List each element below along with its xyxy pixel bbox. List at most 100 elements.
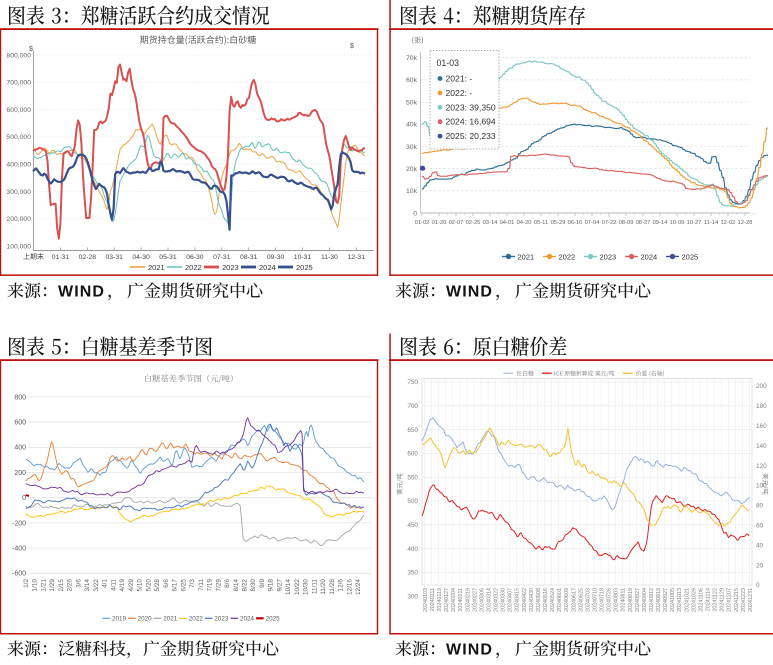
svg-text:02-07: 02-07 xyxy=(449,220,464,226)
svg-text:20240306: 20240306 xyxy=(479,588,485,612)
svg-text:20: 20 xyxy=(756,562,764,569)
svg-text:20240508: 20240508 xyxy=(536,588,542,612)
svg-text:350: 350 xyxy=(407,570,418,577)
svg-text:2021: 2021 xyxy=(518,252,535,261)
svg-text:20240827: 20240827 xyxy=(635,588,641,612)
svg-text:9/18: 9/18 xyxy=(268,579,275,592)
svg-text:500: 500 xyxy=(407,498,418,505)
svg-text:50k: 50k xyxy=(406,99,418,106)
svg-text:30k: 30k xyxy=(406,144,418,151)
svg-text:20240703: 20240703 xyxy=(585,588,591,612)
svg-text:10/22: 10/22 xyxy=(294,579,301,595)
svg-text:450: 450 xyxy=(407,522,418,529)
svg-text:06-16: 06-16 xyxy=(568,220,583,226)
svg-text:8/22: 8/22 xyxy=(242,579,249,592)
svg-text:07-31: 07-31 xyxy=(213,254,231,261)
svg-text:2025: 2025 xyxy=(296,263,313,272)
svg-text:08-09: 08-09 xyxy=(619,220,634,226)
svg-text:ICE: ICE xyxy=(554,372,564,378)
svg-text:20240103: 20240103 xyxy=(423,588,429,612)
svg-text:01-31: 01-31 xyxy=(52,254,70,261)
svg-text:10-31: 10-31 xyxy=(294,254,312,261)
svg-text:20240912: 20240912 xyxy=(649,588,655,612)
svg-text:3/6: 3/6 xyxy=(75,579,82,588)
svg-text:20240127: 20240127 xyxy=(444,588,450,612)
svg-text:0: 0 xyxy=(22,495,26,502)
svg-text:70k: 70k xyxy=(406,55,418,62)
svg-text:60k: 60k xyxy=(406,77,418,84)
svg-text:2022: 2022 xyxy=(559,252,576,261)
svg-text:2022: -: 2022: - xyxy=(446,88,473,98)
svg-text:2023: 2023 xyxy=(600,252,617,261)
svg-text:550: 550 xyxy=(407,474,418,481)
svg-text:$: $ xyxy=(29,46,33,53)
svg-text:5/20: 5/20 xyxy=(145,579,152,592)
svg-text:WIND: WIND xyxy=(446,641,493,658)
svg-text:20241215: 20241215 xyxy=(734,588,740,612)
svg-text:2019: 2019 xyxy=(112,616,127,623)
svg-text:05-31: 05-31 xyxy=(159,254,177,261)
svg-text:3/14: 3/14 xyxy=(84,579,91,592)
svg-text:7/19: 7/19 xyxy=(207,579,214,592)
svg-text:2024: 2024 xyxy=(641,252,658,261)
svg-text:2022: 2022 xyxy=(189,616,204,623)
svg-text:300: 300 xyxy=(407,593,418,600)
svg-text:05-29: 05-29 xyxy=(551,220,566,226)
svg-text:11-14: 11-14 xyxy=(704,220,719,226)
svg-text:140: 140 xyxy=(756,443,767,450)
svg-text:20240919: 20240919 xyxy=(656,588,662,612)
svg-text:10/14: 10/14 xyxy=(285,579,292,595)
svg-text:20240330: 20240330 xyxy=(501,588,507,612)
svg-text:20240819: 20240819 xyxy=(628,588,634,612)
svg-text:2/26: 2/26 xyxy=(67,579,74,592)
svg-text:7/29: 7/29 xyxy=(215,579,222,592)
svg-text:120: 120 xyxy=(756,463,767,470)
svg-text:20240211: 20240211 xyxy=(458,588,464,612)
svg-text:500,000: 500,000 xyxy=(6,134,31,141)
svg-text:100,000: 100,000 xyxy=(6,244,31,251)
svg-text:2025: 20,233: 2025: 20,233 xyxy=(446,131,496,141)
svg-text:200: 200 xyxy=(14,470,26,477)
svg-text:07-04: 07-04 xyxy=(585,220,601,226)
svg-text:2020: 2020 xyxy=(138,616,153,623)
svg-text:10-09: 10-09 xyxy=(670,220,685,226)
svg-text:2025: 2025 xyxy=(266,616,281,623)
svg-text:02-28: 02-28 xyxy=(79,254,97,261)
svg-text:8/6: 8/6 xyxy=(224,579,231,588)
svg-text:9/9: 9/9 xyxy=(259,579,266,588)
svg-text:$: $ xyxy=(350,43,354,50)
svg-text:40: 40 xyxy=(756,542,764,549)
svg-text:0: 0 xyxy=(756,582,760,589)
svg-text:7/3: 7/3 xyxy=(189,579,196,588)
svg-text:160: 160 xyxy=(756,423,767,430)
svg-text:20k: 20k xyxy=(406,166,418,173)
svg-text:20241129: 20241129 xyxy=(720,588,726,612)
svg-text:6/25: 6/25 xyxy=(180,579,187,592)
svg-text:6/6: 6/6 xyxy=(163,579,170,588)
svg-text:2023: 2023 xyxy=(214,616,229,623)
svg-text:08-27: 08-27 xyxy=(636,220,651,226)
svg-text:600: 600 xyxy=(14,420,26,427)
svg-text:5/10: 5/10 xyxy=(137,579,144,592)
svg-text:0: 0 xyxy=(413,210,417,217)
svg-text:20241106: 20241106 xyxy=(698,588,704,612)
svg-text:200,000: 200,000 xyxy=(6,216,31,223)
svg-text:700,000: 700,000 xyxy=(6,80,31,87)
svg-text:1/2: 1/2 xyxy=(23,579,30,588)
svg-text:12-31: 12-31 xyxy=(348,254,366,261)
svg-text:20240904: 20240904 xyxy=(642,588,648,612)
svg-text:4/1: 4/1 xyxy=(102,579,109,588)
svg-text:10/30: 10/30 xyxy=(303,579,310,595)
svg-text:400,000: 400,000 xyxy=(6,162,31,169)
svg-text:WIND: WIND xyxy=(58,283,105,300)
svg-text:20241021: 20241021 xyxy=(684,588,690,612)
svg-text:20240227: 20240227 xyxy=(472,588,478,612)
svg-text:11-30: 11-30 xyxy=(321,254,338,261)
svg-text:20240415: 20240415 xyxy=(515,588,521,612)
svg-text:04-20: 04-20 xyxy=(517,220,532,226)
svg-text:07-22: 07-22 xyxy=(602,220,617,226)
svg-text:WIND: WIND xyxy=(446,283,493,300)
svg-text:200: 200 xyxy=(756,383,767,390)
svg-text:-600: -600 xyxy=(12,571,26,578)
svg-text:1/10: 1/10 xyxy=(32,579,39,592)
